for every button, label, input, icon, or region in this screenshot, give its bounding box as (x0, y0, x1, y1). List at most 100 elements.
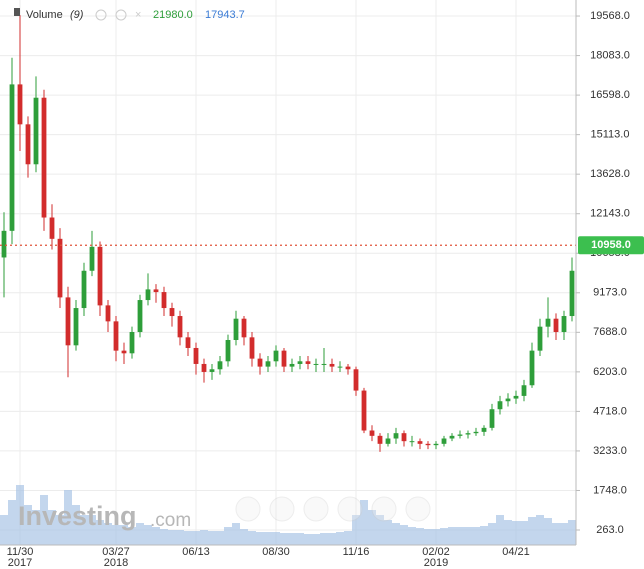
candle-body (425, 443, 431, 446)
candle-body (81, 270, 87, 309)
volume-bar (112, 525, 120, 545)
candle-body (113, 321, 119, 351)
nav-button[interactable] (405, 496, 431, 522)
volume-bar (464, 527, 472, 545)
candle-body (25, 124, 31, 165)
volume-bar (104, 523, 112, 545)
volume-bar (368, 510, 376, 545)
candle-body (57, 238, 63, 298)
y-tick-label: 263.0 (596, 524, 624, 536)
volume-bar (296, 533, 304, 545)
candle-body (105, 305, 111, 322)
candle-body (33, 97, 39, 165)
x-tick-label: 08/30 (262, 546, 290, 558)
nav-button[interactable] (303, 496, 329, 522)
candle-body (241, 318, 247, 338)
candle-body (129, 332, 135, 354)
candle-body (545, 318, 551, 327)
volume-bar (304, 534, 312, 545)
volume-bar (0, 515, 8, 545)
volume-bar (288, 533, 296, 545)
nav-button[interactable] (235, 496, 261, 522)
candle-body (409, 441, 415, 443)
candle-body (377, 435, 383, 444)
last-price-label: 10958.0 (591, 239, 631, 251)
volume-bar (360, 500, 368, 545)
candle-body (337, 366, 343, 368)
volume-bar (184, 531, 192, 545)
nav-buttons (235, 496, 431, 522)
volume-bar (488, 523, 496, 545)
candle-body (497, 401, 503, 410)
volume-bar (456, 527, 464, 545)
volume-bar (72, 505, 80, 545)
volume-bar (176, 530, 184, 545)
candle-body (201, 363, 207, 372)
candle-body (161, 292, 167, 309)
volume-bar (128, 527, 136, 545)
candle-body (401, 433, 407, 442)
y-tick-label: 3233.0 (593, 445, 627, 457)
volume-bar (392, 523, 400, 545)
candle-body (297, 361, 303, 364)
candle-body (209, 369, 215, 372)
nav-button[interactable] (337, 496, 363, 522)
candle-body (513, 395, 519, 399)
volume-bar (552, 523, 560, 545)
candle-body (17, 84, 23, 125)
volume-bar (160, 529, 168, 545)
legend-eye[interactable] (95, 9, 107, 21)
volume-bar (536, 515, 544, 545)
candle-body (457, 434, 463, 436)
volume-bar (8, 500, 16, 545)
axes: 19568.0 18083.0 16598.0 15113.0 13628.0 12143… (7, 10, 644, 569)
y-tick-label: 9173.0 (593, 287, 627, 299)
candle-body (177, 316, 183, 338)
legend: Volume (9) × 21980.0 17943.7 (14, 8, 245, 21)
candle-body (553, 318, 559, 333)
candle-body (345, 366, 351, 370)
x-tick-label: 03/27 (102, 546, 130, 558)
candle-body (289, 363, 295, 367)
volume-bar (480, 526, 488, 545)
volume-bar (88, 515, 96, 545)
volume-bar (512, 521, 520, 545)
volume-bar (144, 525, 152, 545)
volume-bar (24, 505, 32, 545)
legend-close[interactable]: × (135, 9, 141, 21)
nav-button[interactable] (269, 496, 295, 522)
volume-bar (544, 518, 552, 545)
candle-body (569, 270, 575, 317)
y-tick-label: 6203.0 (593, 366, 627, 378)
volume-bar (16, 485, 24, 545)
candle-body (89, 246, 95, 271)
y-tick-label: 4718.0 (593, 405, 627, 417)
candle-body (73, 308, 79, 346)
x-year-label: 2019 (424, 557, 448, 569)
volume-bar (440, 528, 448, 545)
volume-bar (80, 515, 88, 545)
candle-body (361, 390, 367, 431)
candle-body (249, 337, 255, 359)
volume-bar (200, 530, 208, 545)
legend-handle[interactable] (14, 8, 20, 16)
candle-body (281, 350, 287, 367)
volume-bar (216, 531, 224, 545)
volume-bar (224, 527, 232, 545)
nav-button[interactable] (371, 496, 397, 522)
volume-bar (376, 515, 384, 545)
candle-body (505, 398, 511, 402)
candle-body (369, 430, 375, 436)
x-tick-label: 11/30 (7, 546, 34, 558)
volume-bar (248, 531, 256, 545)
legend-value: 17943.7 (205, 9, 245, 21)
volume-bar (96, 520, 104, 545)
volume-bar (192, 531, 200, 545)
x-tick-label: 06/13 (182, 546, 210, 558)
volume-bar (352, 515, 360, 545)
legend-settings[interactable] (115, 9, 127, 21)
volume-bar (328, 533, 336, 545)
candle-body (9, 84, 15, 231)
volume-bar (320, 533, 328, 545)
